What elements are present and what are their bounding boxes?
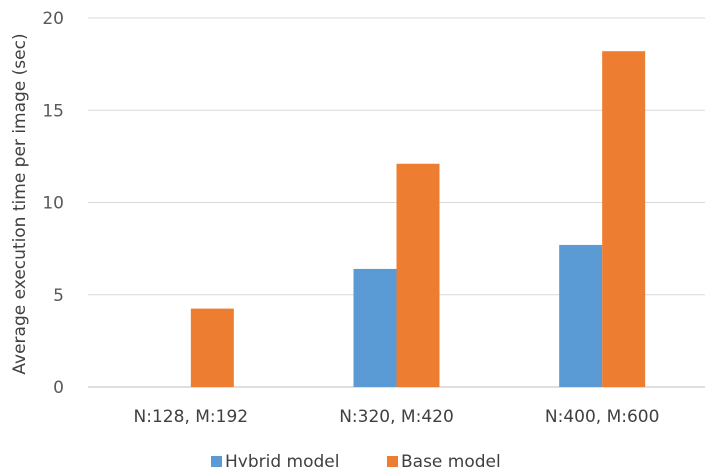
y-tick-label: 20: [42, 9, 64, 29]
legend-swatch-hybrid-model: [211, 456, 222, 467]
y-axis-label: Average execution time per image (sec): [10, 33, 30, 374]
y-tick-label: 5: [53, 286, 64, 306]
bar-base-model: [396, 163, 440, 387]
bar-hybrid-model: [353, 268, 397, 387]
axes: 0 5 10 15 20 N:128, M:192 N:320, M:420 N:400, M…: [42, 9, 659, 427]
legend-swatch-base-model: [387, 456, 398, 467]
legend-label-base-model: Base model: [401, 452, 501, 467]
y-tick-label: 15: [42, 101, 64, 121]
legend: Hybrid model Base model: [211, 452, 501, 467]
legend-label-hybrid-model: Hybrid model: [225, 452, 339, 467]
y-tick-label: 10: [42, 194, 64, 214]
x-tick-label: N:128, M:192: [134, 407, 249, 427]
bar-base-model: [602, 51, 646, 388]
bar-base-model: [190, 308, 234, 387]
bars: [190, 51, 646, 388]
bar-hybrid-model: [559, 244, 603, 387]
y-tick-label: 0: [53, 378, 64, 398]
x-tick-label: N:320, M:420: [339, 407, 454, 427]
x-tick-label: N:400, M:600: [545, 407, 660, 427]
